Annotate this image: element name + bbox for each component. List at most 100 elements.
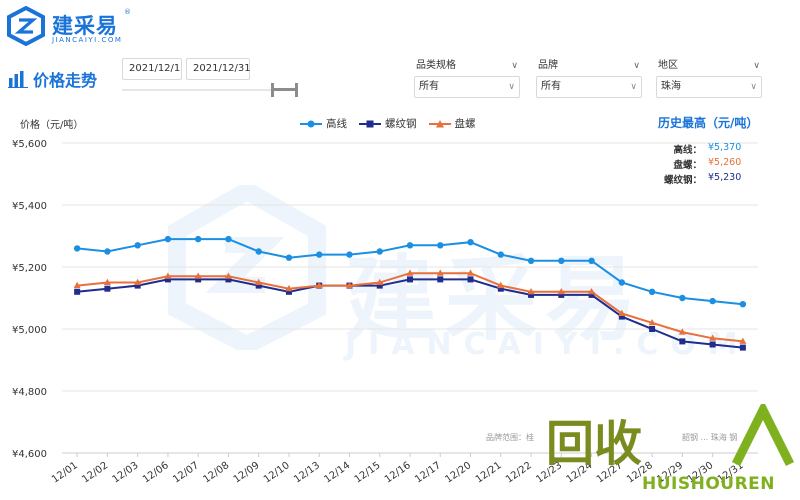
data-point: [648, 288, 656, 295]
y-tick-label: ¥5,000: [12, 325, 47, 336]
filter-category-select[interactable]: 所有 ∨: [414, 76, 520, 98]
data-point: [437, 276, 444, 283]
square-marker-icon: [359, 120, 381, 127]
x-tick-label: 12/06: [141, 460, 171, 486]
data-point: [588, 288, 596, 295]
data-point: [346, 251, 353, 258]
chart-legend: 高线 螺纹钢 盘螺: [300, 116, 488, 131]
legend-item-panluo[interactable]: 盘螺: [428, 116, 476, 131]
data-point: [467, 276, 474, 283]
data-point: [436, 269, 444, 276]
data-point: [497, 285, 504, 292]
data-point: [497, 251, 504, 258]
x-tick-label: 12/09: [232, 460, 262, 486]
data-point: [557, 288, 565, 295]
legend-label: 螺纹钢: [385, 118, 417, 130]
data-point: [164, 272, 172, 279]
history-name: 螺纹钢：: [663, 175, 702, 186]
data-point: [104, 285, 111, 292]
date-slider-range: [272, 88, 297, 91]
data-point: [679, 294, 686, 302]
data-point: [406, 242, 414, 249]
end-date-input[interactable]: 2021/12/31: [186, 58, 251, 80]
legend-label: 高线: [326, 118, 347, 130]
brand-subtitle: JIANCAIYI.COM: [52, 36, 123, 44]
x-tick-label: 12/03: [111, 460, 141, 486]
history-value: ¥5,370: [708, 142, 742, 153]
data-point: [709, 297, 716, 305]
brand-logo-icon: [7, 6, 45, 46]
filter-brand-select[interactable]: 所有 ∨: [536, 76, 642, 98]
history-value: ¥5,260: [708, 157, 742, 168]
data-point: [558, 257, 565, 264]
data-point: [437, 242, 444, 249]
date-slider-track[interactable]: [122, 89, 298, 91]
data-point: [678, 328, 686, 335]
x-tick-label: 12/08: [201, 460, 231, 486]
data-point: [709, 341, 716, 348]
source-note-right: 韶钢 ... 珠海 钢: [682, 433, 738, 442]
filter-region-value: 珠海: [661, 81, 681, 92]
data-point: [103, 278, 111, 285]
brand-logo[interactable]: 建采易 ® JIANCAIYI.COM: [6, 6, 146, 46]
filter-category-header[interactable]: 品类规格 ∨: [414, 56, 520, 76]
filter-region: 地区 ∨ 珠海 ∨: [656, 56, 762, 98]
overlay-logo-name: 回收: [546, 416, 643, 472]
date-slider-handle-end[interactable]: [295, 83, 298, 97]
filter-category-value: 所有: [419, 81, 439, 92]
y-tick-label: ¥5,600: [12, 139, 47, 150]
data-point: [467, 269, 475, 276]
filter-region-label: 地区: [658, 60, 678, 71]
filter-region-header[interactable]: 地区 ∨: [656, 56, 762, 76]
chevron-down-icon: ∨: [508, 82, 515, 92]
data-point: [376, 282, 383, 289]
legend-item-gaoxian[interactable]: 高线: [300, 116, 347, 131]
page-title: 价格走势: [8, 66, 97, 92]
brand-name: 建采易: [52, 14, 118, 38]
filter-brand-header[interactable]: 品牌 ∨: [536, 56, 642, 76]
data-point: [376, 248, 383, 255]
data-point: [588, 291, 595, 298]
source-note: 品牌范围：桂: [486, 433, 534, 442]
start-date-input[interactable]: 2021/12/1: [122, 58, 182, 80]
history-row-panluo: 盘螺： ¥5,260: [640, 157, 780, 171]
data-point: [255, 248, 262, 255]
data-point: [739, 337, 747, 344]
history-row-gaoxian: 高线： ¥5,370: [640, 142, 780, 156]
data-point: [709, 334, 717, 341]
data-point: [285, 288, 292, 295]
filter-brand: 品牌 ∨ 所有 ∨: [536, 56, 642, 98]
chevron-down-icon: ∨: [633, 61, 640, 71]
data-point: [528, 291, 535, 298]
history-value: ¥5,230: [708, 172, 742, 183]
data-point: [194, 235, 202, 243]
history-high-title: 历史最高（元/吨）: [658, 116, 759, 130]
data-point: [345, 281, 353, 289]
x-tick-label: 12/20: [443, 460, 473, 486]
legend-label: 盘螺: [454, 118, 476, 130]
data-point: [164, 276, 171, 283]
data-point: [134, 242, 141, 249]
data-point: [406, 269, 414, 276]
filter-brand-value: 所有: [541, 81, 561, 92]
data-point: [739, 301, 747, 308]
data-point: [407, 276, 413, 283]
legend-item-luowengang[interactable]: 螺纹钢: [359, 116, 417, 131]
data-point: [164, 235, 172, 243]
filter-region-select[interactable]: 珠海 ∨: [656, 76, 762, 98]
data-point: [618, 309, 626, 316]
y-tick-label: ¥5,400: [12, 201, 47, 212]
data-point: [74, 288, 81, 295]
date-slider-handle-start[interactable]: [271, 83, 274, 97]
data-point: [134, 278, 142, 285]
data-point: [316, 251, 323, 258]
data-point: [285, 254, 293, 261]
data-point: [255, 282, 262, 289]
series-line-2: [77, 272, 743, 343]
y-tick-label: ¥4,600: [12, 449, 47, 460]
x-tick-label: 12/01: [50, 460, 80, 486]
data-point: [588, 257, 595, 264]
data-point: [618, 279, 626, 286]
data-point: [618, 313, 625, 320]
